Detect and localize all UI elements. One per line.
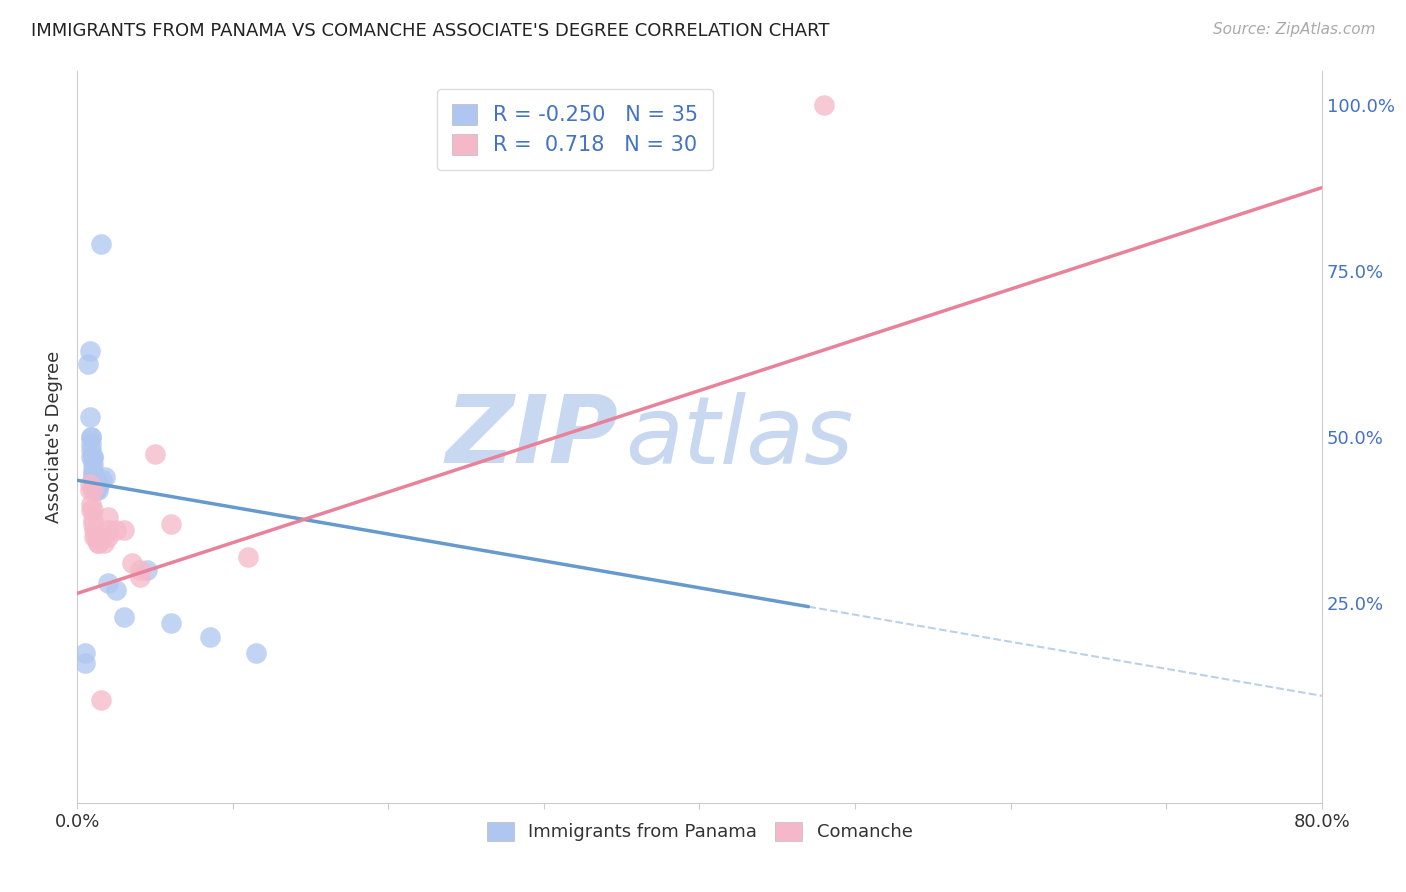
Point — [87, 530, 110, 544]
Text: atlas: atlas — [624, 392, 853, 483]
Point — [128, 563, 150, 577]
Point — [82, 473, 104, 487]
Point — [86, 536, 108, 550]
Point — [75, 656, 97, 670]
Point — [112, 523, 135, 537]
Point — [79, 483, 101, 498]
Point — [136, 563, 159, 577]
Legend: Immigrants from Panama, Comanche: Immigrants from Panama, Comanche — [479, 814, 920, 848]
Point — [83, 476, 105, 491]
Point — [80, 497, 103, 511]
Point — [79, 343, 101, 358]
Point — [105, 582, 128, 597]
Point — [83, 476, 105, 491]
Point — [97, 509, 120, 524]
Point — [813, 97, 835, 112]
Point — [77, 357, 100, 371]
Point — [82, 450, 104, 464]
Point — [86, 483, 108, 498]
Point — [80, 503, 103, 517]
Point — [80, 430, 103, 444]
Point — [97, 523, 120, 537]
Point — [87, 476, 110, 491]
Point — [112, 609, 135, 624]
Point — [90, 237, 112, 252]
Point — [143, 447, 166, 461]
Point — [159, 516, 181, 531]
Point — [82, 463, 104, 477]
Point — [79, 410, 101, 425]
Point — [84, 483, 107, 498]
Point — [82, 516, 104, 531]
Point — [75, 646, 97, 660]
Point — [105, 523, 128, 537]
Point — [93, 536, 115, 550]
Point — [97, 530, 120, 544]
Point — [91, 473, 114, 487]
Point — [87, 476, 110, 491]
Point — [83, 523, 105, 537]
Point — [82, 470, 104, 484]
Point — [238, 549, 260, 564]
Point — [82, 483, 104, 498]
Point — [91, 530, 114, 544]
Point — [82, 467, 104, 481]
Point — [87, 530, 110, 544]
Point — [159, 616, 181, 631]
Point — [245, 646, 267, 660]
Point — [80, 450, 103, 464]
Point — [83, 530, 105, 544]
Point — [79, 476, 101, 491]
Point — [80, 436, 103, 450]
Point — [86, 536, 108, 550]
Point — [82, 513, 104, 527]
Point — [82, 457, 104, 471]
Point — [121, 557, 143, 571]
Point — [84, 530, 107, 544]
Text: IMMIGRANTS FROM PANAMA VS COMANCHE ASSOCIATE'S DEGREE CORRELATION CHART: IMMIGRANTS FROM PANAMA VS COMANCHE ASSOC… — [31, 22, 830, 40]
Y-axis label: Associate's Degree: Associate's Degree — [45, 351, 63, 524]
Text: ZIP: ZIP — [446, 391, 619, 483]
Point — [90, 692, 112, 706]
Point — [198, 630, 221, 644]
Point — [80, 443, 103, 458]
Point — [80, 430, 103, 444]
Point — [82, 450, 104, 464]
Point — [94, 470, 117, 484]
Text: Source: ZipAtlas.com: Source: ZipAtlas.com — [1212, 22, 1375, 37]
Point — [83, 483, 105, 498]
Point — [128, 570, 150, 584]
Point — [97, 576, 120, 591]
Point — [82, 503, 104, 517]
Point — [84, 483, 107, 498]
